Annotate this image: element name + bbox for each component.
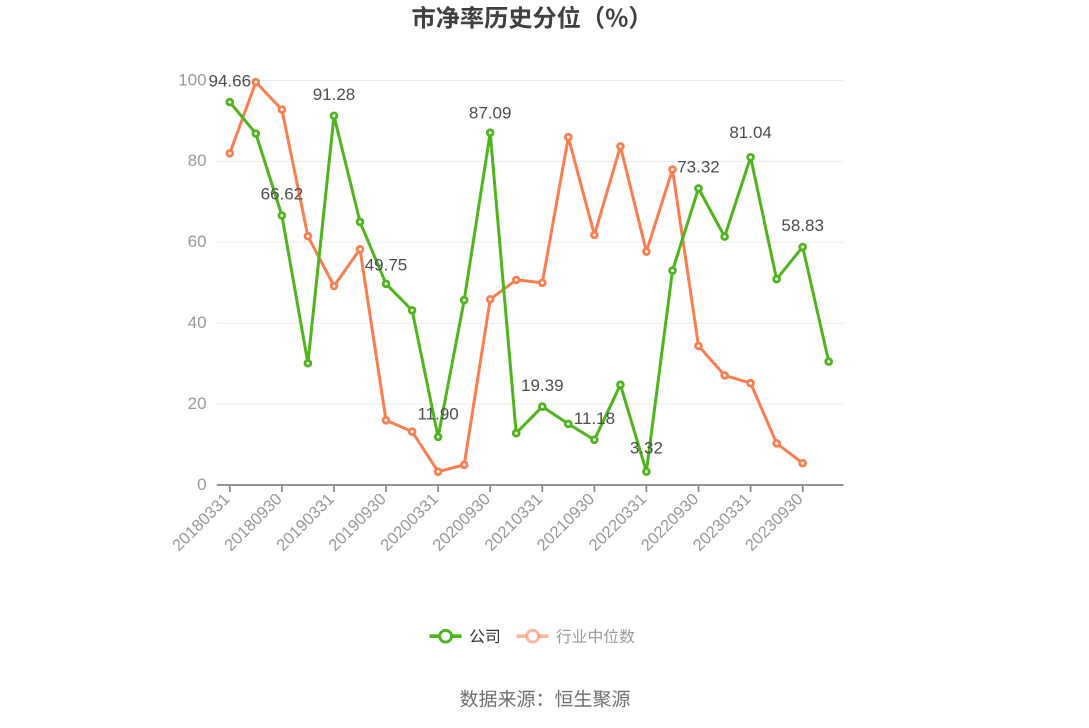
svg-text:11.18: 11.18 (574, 409, 615, 428)
svg-text:49.75: 49.75 (365, 256, 408, 275)
svg-text:81.04: 81.04 (729, 123, 772, 142)
svg-text:100: 100 (178, 70, 206, 89)
svg-text:40: 40 (188, 313, 207, 332)
svg-text:58.83: 58.83 (781, 216, 824, 235)
svg-text:87.09: 87.09 (469, 103, 512, 122)
svg-text:20: 20 (188, 394, 207, 413)
svg-text:19.39: 19.39 (521, 376, 564, 395)
svg-text:11.90: 11.90 (417, 405, 458, 424)
svg-text:91.28: 91.28 (313, 85, 356, 104)
svg-text:0: 0 (197, 475, 206, 494)
svg-text:60: 60 (188, 232, 207, 251)
svg-text:80: 80 (188, 151, 207, 170)
svg-text:73.32: 73.32 (677, 158, 720, 177)
svg-text:3.32: 3.32 (630, 438, 663, 457)
svg-text:66.62: 66.62 (261, 185, 304, 204)
svg-text:94.66: 94.66 (209, 71, 252, 90)
